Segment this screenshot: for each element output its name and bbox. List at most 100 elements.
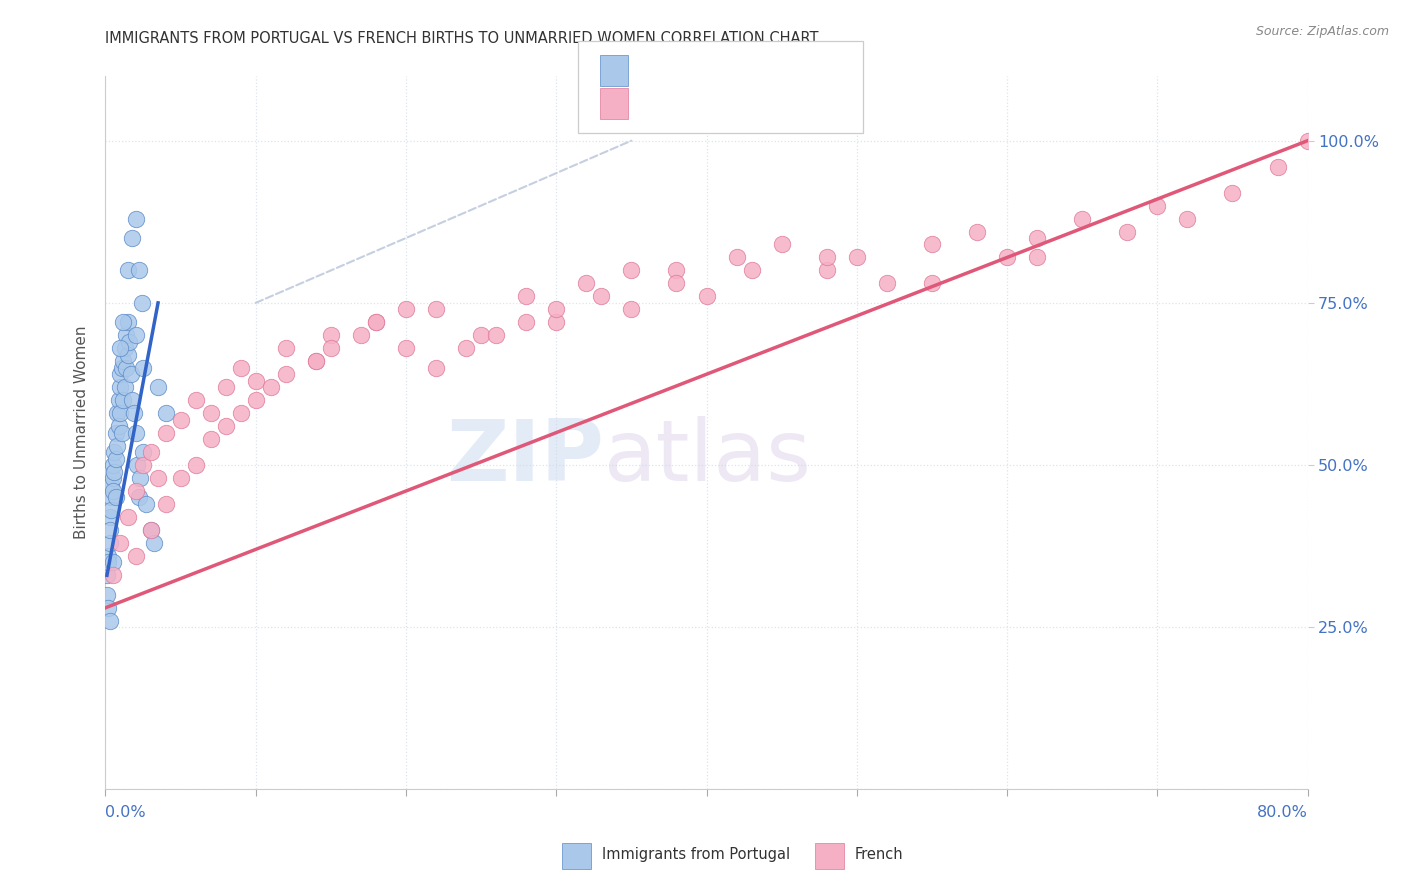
Point: [98, 614, 121, 628]
Point: [115, 360, 138, 375]
Point: [132, 360, 155, 375]
Point: [1116, 225, 1139, 239]
Point: [110, 341, 132, 355]
Point: [111, 425, 134, 440]
Point: [124, 483, 146, 498]
Point: [696, 289, 718, 303]
Point: [108, 419, 131, 434]
Point: [104, 425, 127, 440]
Point: [485, 328, 508, 343]
Point: [107, 439, 129, 453]
Point: [97, 555, 120, 569]
Point: [114, 341, 136, 355]
Point: [229, 406, 252, 420]
Point: [546, 315, 568, 329]
Text: IMMIGRANTS FROM PORTUGAL VS FRENCH BIRTHS TO UNMARRIED WOMEN CORRELATION CHART: IMMIGRANTS FROM PORTUGAL VS FRENCH BIRTH…: [105, 31, 818, 46]
Point: [107, 406, 129, 420]
Point: [200, 406, 222, 420]
Point: [104, 491, 127, 505]
Point: [132, 445, 155, 459]
Point: [155, 497, 177, 511]
Point: [124, 328, 146, 343]
Point: [97, 549, 120, 563]
Point: [770, 237, 793, 252]
Point: [115, 328, 138, 343]
Point: [876, 277, 898, 291]
Text: 80.0%: 80.0%: [1257, 805, 1308, 820]
Point: [120, 368, 142, 382]
Point: [121, 231, 143, 245]
Point: [112, 315, 135, 329]
Point: [100, 477, 122, 491]
Point: [121, 393, 143, 408]
Point: [229, 360, 252, 375]
Point: [274, 368, 297, 382]
Point: [1026, 231, 1049, 245]
Point: [98, 536, 121, 550]
Point: [245, 393, 267, 408]
Point: [470, 328, 492, 343]
Point: [364, 315, 387, 329]
Point: [169, 471, 191, 485]
Text: R =: R =: [640, 63, 673, 78]
Point: [425, 360, 447, 375]
Point: [274, 341, 297, 355]
Point: [1071, 211, 1094, 226]
Point: [101, 568, 124, 582]
Point: [260, 380, 283, 394]
Point: [845, 251, 868, 265]
Point: [245, 374, 267, 388]
Text: 61: 61: [780, 63, 801, 78]
Point: [110, 368, 132, 382]
Point: [995, 251, 1018, 265]
Point: [142, 536, 165, 550]
Point: [546, 302, 568, 317]
Text: atlas: atlas: [605, 416, 813, 500]
Point: [155, 425, 177, 440]
Point: [139, 523, 162, 537]
Point: [139, 445, 162, 459]
Point: [100, 503, 122, 517]
Text: 71: 71: [780, 96, 801, 111]
Point: [921, 237, 943, 252]
Point: [103, 445, 125, 459]
Text: Immigrants from Portugal: Immigrants from Portugal: [602, 847, 790, 862]
Point: [98, 510, 121, 524]
Point: [305, 354, 328, 368]
Point: [214, 419, 236, 434]
Point: [104, 451, 127, 466]
Point: [184, 393, 207, 408]
Point: [128, 491, 150, 505]
Text: 0.439: 0.439: [679, 63, 727, 78]
Point: [112, 393, 135, 408]
Point: [665, 277, 688, 291]
Point: [100, 491, 122, 505]
Text: 0.687: 0.687: [679, 96, 727, 111]
Point: [103, 465, 125, 479]
Point: [1296, 134, 1319, 148]
Point: [139, 523, 162, 537]
Point: [135, 497, 157, 511]
Point: [118, 334, 141, 349]
Point: [1222, 186, 1244, 200]
Point: [725, 251, 748, 265]
Point: [169, 412, 191, 426]
Point: [395, 341, 418, 355]
Point: [966, 225, 988, 239]
Point: [319, 341, 342, 355]
Point: [665, 263, 688, 277]
Point: [110, 406, 132, 420]
Point: [117, 315, 139, 329]
Point: [98, 523, 121, 537]
Point: [515, 315, 537, 329]
Point: [425, 302, 447, 317]
Point: [124, 549, 146, 563]
Y-axis label: Births to Unmarried Women: Births to Unmarried Women: [75, 326, 90, 540]
Point: [620, 263, 643, 277]
Point: [200, 432, 222, 446]
Point: [1267, 160, 1289, 174]
Text: 0.0%: 0.0%: [105, 805, 146, 820]
Point: [364, 315, 387, 329]
Point: [155, 406, 177, 420]
Point: [395, 302, 418, 317]
